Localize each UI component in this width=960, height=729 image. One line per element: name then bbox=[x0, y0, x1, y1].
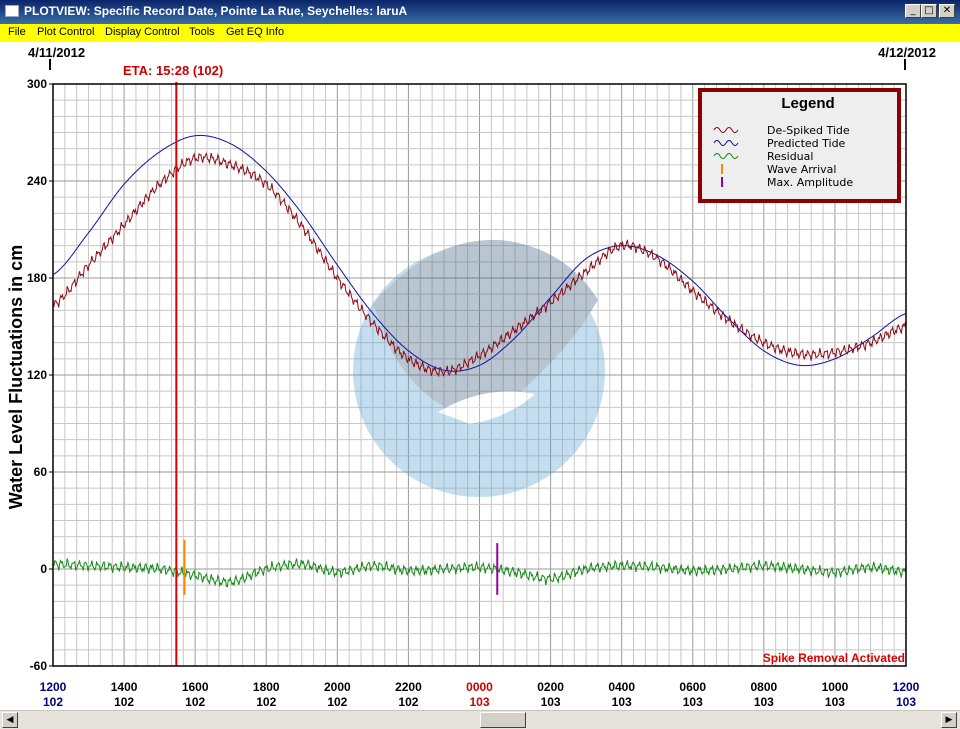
y-tick-label: 240 bbox=[27, 174, 47, 188]
legend-swatch bbox=[713, 140, 739, 146]
close-button[interactable]: ✕ bbox=[939, 4, 955, 18]
spike-removal-status: Spike Removal Activated bbox=[763, 651, 905, 665]
x-tick-day: 102 bbox=[114, 695, 134, 709]
app-icon bbox=[5, 5, 19, 17]
legend-item-label: De-Spiked Tide bbox=[767, 124, 850, 137]
y-tick-label: -60 bbox=[30, 659, 48, 673]
x-tick-time: 2000 bbox=[324, 680, 351, 694]
date-right-label: 4/12/2012 bbox=[878, 45, 936, 60]
scroll-right-button[interactable]: ▶ bbox=[941, 712, 957, 728]
x-tick-time: 1200 bbox=[40, 680, 67, 694]
x-tick-time: 0000 bbox=[466, 680, 493, 694]
x-tick-day: 102 bbox=[43, 695, 63, 709]
tide-chart: 4/11/2012 4/12/2012 ETA: 15:28 (102) 300… bbox=[0, 42, 960, 710]
series-predicted-tideline bbox=[52, 134, 907, 372]
y-tick-label: 0 bbox=[40, 562, 47, 576]
x-tick-time: 1400 bbox=[111, 680, 138, 694]
menu-plot-control[interactable]: Plot Control bbox=[37, 26, 95, 38]
y-axis-title: Water Level Fluctuations in cm bbox=[6, 245, 26, 509]
legend-swatch bbox=[713, 153, 739, 159]
y-tick-label: 120 bbox=[27, 368, 47, 382]
x-tick-day: 103 bbox=[541, 695, 561, 709]
series-residualline bbox=[52, 558, 907, 588]
x-tick-time: 0400 bbox=[608, 680, 635, 694]
x-tick-day: 102 bbox=[185, 695, 205, 709]
legend-item-label: Wave Arrival bbox=[767, 163, 836, 176]
legend-title: Legend bbox=[781, 95, 834, 112]
y-tick-label: 180 bbox=[27, 271, 47, 285]
legend-swatch bbox=[713, 127, 739, 133]
window-title: PLOTVIEW: Specific Record Date, Pointe L… bbox=[24, 4, 408, 18]
y-axis: 300 240 180 120 60 0 -60 bbox=[27, 77, 53, 673]
y-tick-label: 60 bbox=[34, 465, 48, 479]
menu-file[interactable]: File bbox=[8, 26, 26, 38]
x-tick-time: 0600 bbox=[679, 680, 706, 694]
x-tick-day: 103 bbox=[612, 695, 632, 709]
x-tick-time: 0200 bbox=[537, 680, 564, 694]
series-de-spiked-tideline bbox=[52, 152, 907, 378]
x-tick-time: 1200 bbox=[893, 680, 920, 694]
date-left-label: 4/11/2012 bbox=[28, 45, 85, 60]
title-bar: PLOTVIEW: Specific Record Date, Pointe L… bbox=[0, 0, 960, 24]
eta-label: ETA: 15:28 (102) bbox=[123, 63, 223, 78]
plot-frame bbox=[52, 83, 907, 667]
maximize-button[interactable]: □ bbox=[921, 4, 937, 18]
x-tick-day: 103 bbox=[754, 695, 774, 709]
x-tick-time: 0800 bbox=[750, 680, 777, 694]
y-tick-label: 300 bbox=[27, 77, 47, 91]
scroll-left-button[interactable]: ◀ bbox=[2, 712, 18, 728]
x-tick-time: 1600 bbox=[182, 680, 209, 694]
x-tick-day: 103 bbox=[683, 695, 703, 709]
x-tick-day: 103 bbox=[825, 695, 845, 709]
series-layer bbox=[52, 82, 907, 666]
x-tick-day: 102 bbox=[398, 695, 418, 709]
menu-tools[interactable]: Tools bbox=[189, 26, 215, 38]
x-axis: 1200102140010216001021800102200010222001… bbox=[40, 680, 920, 709]
x-tick-time: 1000 bbox=[822, 680, 849, 694]
x-tick-day: 102 bbox=[256, 695, 276, 709]
menu-display-control[interactable]: Display Control bbox=[105, 26, 180, 38]
legend-item-label: Predicted Tide bbox=[767, 137, 846, 150]
x-tick-time: 2200 bbox=[395, 680, 422, 694]
x-tick-day: 103 bbox=[469, 695, 489, 709]
menu-bar: File Plot Control Display Control Tools … bbox=[0, 24, 960, 42]
legend-item-label: Max. Amplitude bbox=[767, 176, 853, 189]
minimize-button[interactable]: _ bbox=[905, 4, 921, 18]
scroll-thumb[interactable] bbox=[480, 712, 526, 728]
menu-get-eq-info[interactable]: Get EQ Info bbox=[226, 26, 285, 38]
x-tick-time: 1800 bbox=[253, 680, 280, 694]
x-tick-day: 102 bbox=[327, 695, 347, 709]
legend-item-label: Residual bbox=[767, 150, 813, 163]
x-tick-day: 103 bbox=[896, 695, 916, 709]
horizontal-scrollbar[interactable]: ◀ ▶ bbox=[0, 710, 960, 729]
